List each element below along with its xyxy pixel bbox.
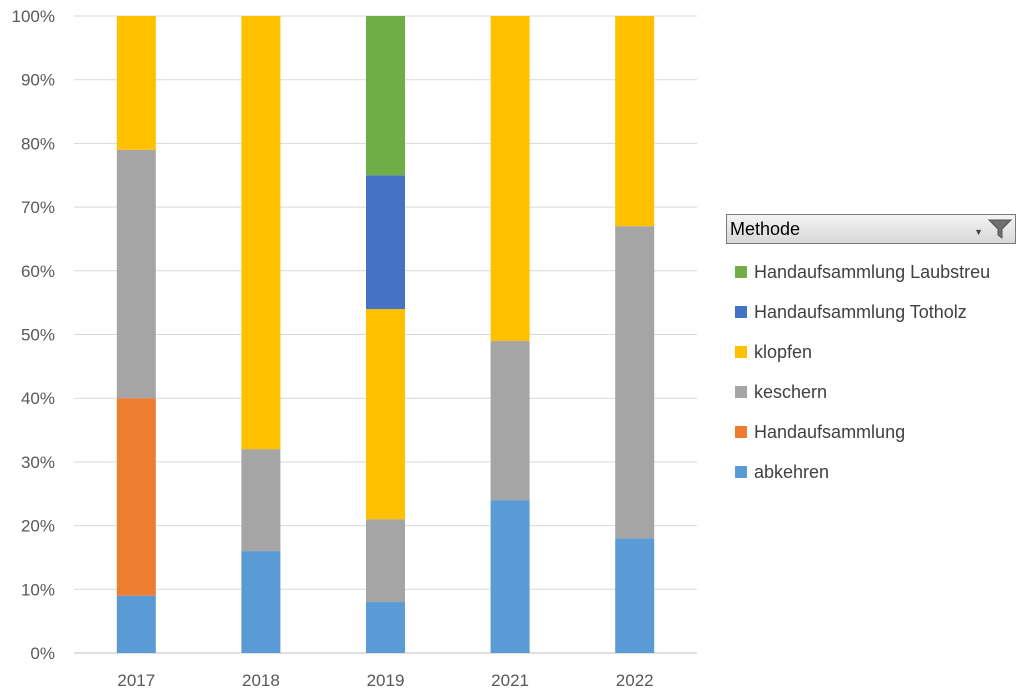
bar-segment-abkehren-2021: [490, 500, 530, 653]
bar-segment-klopfen-2019: [366, 309, 405, 520]
legend-label: klopfen: [754, 341, 813, 362]
legend-title: Methode: [730, 218, 801, 239]
legend-swatch: [735, 306, 747, 318]
bar-segment-klopfen-2022: [615, 16, 655, 227]
bar-segment-keschern-2017: [116, 149, 156, 399]
bar-segment-abkehren-2018: [241, 551, 281, 653]
bar-segment-abkehren-2022: [615, 538, 655, 653]
bar-segment-keschern-2019: [366, 519, 405, 603]
legend-label: Handaufsammlung Totholz: [754, 301, 967, 322]
y-tick-label: 0%: [30, 644, 55, 663]
y-tick-label: 40%: [21, 389, 55, 408]
bar-segment-klopfen-2017: [116, 16, 156, 150]
legend-swatch: [735, 466, 747, 478]
legend-label: keschern: [754, 381, 828, 402]
y-tick-label: 20%: [21, 517, 55, 536]
bar-segment-klopfen-2021: [490, 16, 530, 341]
legend-swatch: [735, 346, 747, 358]
legend: Handaufsammlung Laubstreu Handaufsammlung…: [735, 252, 990, 492]
y-tick-label: 50%: [21, 326, 55, 345]
y-tick-label: 90%: [21, 71, 55, 90]
y-tick-label: 100%: [12, 7, 55, 26]
legend-swatch: [735, 426, 747, 438]
legend-item[interactable]: Handaufsammlung: [735, 412, 990, 452]
x-tick-label: 2017: [117, 671, 155, 690]
y-tick-label: 70%: [21, 198, 55, 217]
filter-icon[interactable]: [987, 218, 1013, 240]
legend-item[interactable]: abkehren: [735, 452, 990, 492]
legend-label: Handaufsammlung Laubstreu: [754, 261, 991, 282]
legend-item[interactable]: Handaufsammlung Totholz: [735, 292, 990, 332]
legend-item[interactable]: klopfen: [735, 332, 990, 372]
x-tick-label: 2022: [616, 671, 654, 690]
legend-item[interactable]: Handaufsammlung Laubstreu: [735, 252, 990, 292]
legend-item[interactable]: keschern: [735, 372, 990, 412]
legend-swatch: [735, 386, 747, 398]
x-tick-label: 2018: [242, 671, 280, 690]
x-axis-ticks: 2017 2018 2019 2021 2022: [117, 671, 653, 690]
dropdown-arrow-icon[interactable]: ▼: [974, 227, 983, 237]
y-tick-label: 30%: [21, 453, 55, 472]
legend-label: Handaufsammlung: [754, 421, 906, 442]
bar-segment-handaufsammlung-totholz-2019: [366, 175, 405, 310]
bar-segment-handaufsammlung-laubstreu-2019: [366, 16, 405, 176]
bar-segment-handaufsammlung-2017: [116, 398, 156, 596]
y-tick-label: 10%: [21, 580, 55, 599]
bar-segment-klopfen-2018: [241, 16, 281, 450]
bar-segment-abkehren-2017: [116, 595, 156, 653]
legend-label: abkehren: [754, 461, 830, 482]
stacked-bar-chart: 0%10%20%30%40%50%60%70%80%90%100% 2017 20…: [12, 7, 697, 690]
bar-segment-keschern-2022: [615, 226, 655, 539]
bars: [116, 16, 655, 653]
bar-segment-keschern-2018: [241, 449, 281, 552]
x-tick-label: 2019: [367, 671, 405, 690]
y-axis-ticks: 0% 10% 20% 30% 40% 50% 60% 70% 80% 90% 100%: [12, 7, 55, 663]
legend-filter-header[interactable]: Methode ▼: [726, 214, 1016, 244]
y-tick-label: 60%: [21, 262, 55, 281]
y-tick-label: 80%: [21, 134, 55, 153]
bar-segment-abkehren-2019: [366, 602, 405, 653]
x-tick-label: 2021: [491, 671, 529, 690]
bar-segment-keschern-2021: [490, 340, 530, 501]
legend-swatch: [735, 266, 747, 278]
